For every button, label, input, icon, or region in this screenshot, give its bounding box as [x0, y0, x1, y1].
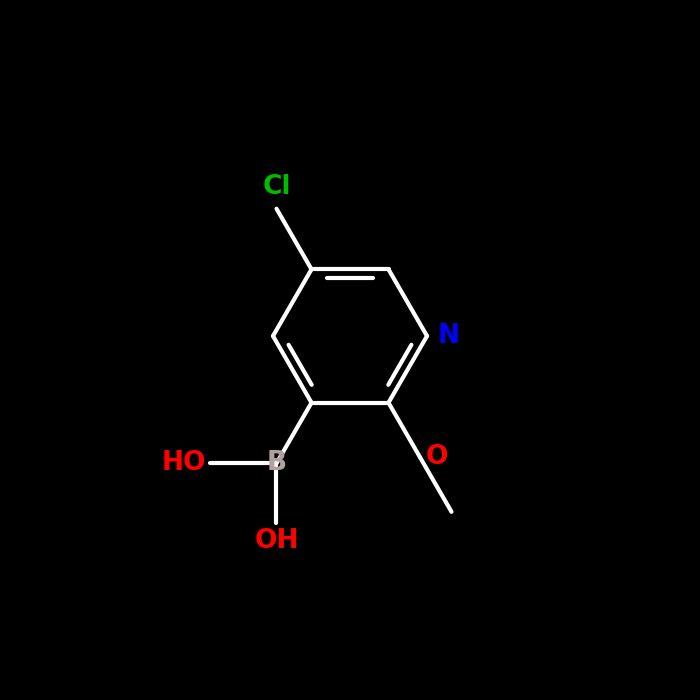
Text: O: O: [426, 444, 448, 470]
Text: Cl: Cl: [262, 174, 290, 200]
Text: OH: OH: [254, 528, 299, 554]
Text: HO: HO: [162, 450, 206, 476]
Text: N: N: [438, 323, 459, 349]
Text: B: B: [267, 450, 286, 476]
